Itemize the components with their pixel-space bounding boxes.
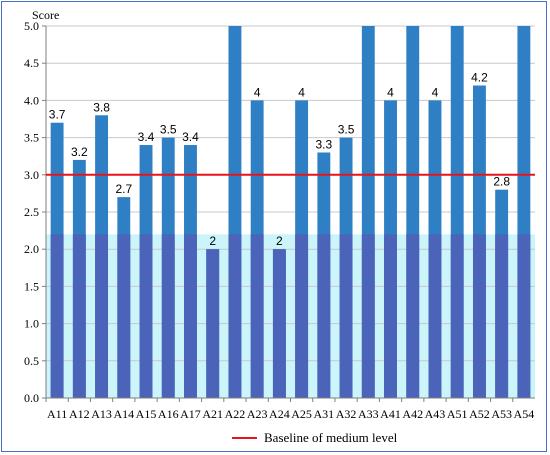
data-label: 2.8 — [493, 175, 510, 189]
bar-band-segment — [472, 234, 486, 398]
data-label: 3.8 — [93, 100, 110, 114]
x-tick-label: A17 — [180, 407, 201, 421]
data-label: 4 — [298, 85, 305, 99]
bar-band-segment — [295, 234, 309, 398]
bar-band-segment — [361, 234, 375, 398]
data-labels: 3.7 3.2 3.8 2.7 3.4 3.5 3.4 2 4 2 4 3.3 3.5 4 4 4.2 2.8 — [46, 71, 535, 248]
data-label: 4 — [387, 85, 394, 99]
legend-baseline-label: Baseline of medium level — [264, 430, 398, 445]
bar-band-segment — [72, 234, 86, 398]
bar-band-segment — [206, 249, 220, 398]
bar-band-segment — [117, 234, 131, 398]
x-tick-label: A15 — [136, 407, 157, 421]
x-tick-label: A41 — [380, 407, 401, 421]
data-label: 3.7 — [49, 108, 66, 122]
x-tick-label: A13 — [91, 407, 112, 421]
y-tick-label: 2.0 — [24, 242, 39, 256]
y-tick-label: 5.0 — [24, 19, 39, 33]
bar-band-segment — [317, 234, 331, 398]
x-tick-label: A42 — [402, 407, 423, 421]
data-label: 4 — [254, 85, 261, 99]
x-tick-label: A11 — [47, 407, 67, 421]
data-label: 2 — [276, 234, 283, 248]
data-label: 2.7 — [115, 182, 132, 196]
data-label: 4.2 — [471, 71, 488, 85]
bar-band-segment — [139, 234, 153, 398]
bar-band-segment — [450, 234, 464, 398]
data-label: 3.2 — [71, 145, 88, 159]
bar-band-segment — [95, 234, 109, 398]
x-tick-label: A24 — [269, 407, 290, 421]
y-tick-label: 4.0 — [24, 93, 39, 107]
bar-band-segment — [272, 249, 286, 398]
legend: Baseline of medium level — [232, 430, 398, 445]
bar-band-segment — [406, 234, 420, 398]
x-tick-label: A33 — [358, 407, 379, 421]
bar-band-segment — [495, 234, 509, 398]
data-label: 4 — [432, 85, 439, 99]
bar-band-segment — [161, 234, 175, 398]
bar-band-segment — [228, 234, 242, 398]
x-tick-label: A23 — [247, 407, 268, 421]
x-tick-label: A12 — [69, 407, 90, 421]
x-tick-label: A51 — [447, 407, 468, 421]
x-tick-label: A14 — [113, 407, 134, 421]
x-tick-label: A32 — [336, 407, 357, 421]
x-tick-label: A31 — [314, 407, 335, 421]
x-tick-label: A52 — [469, 407, 490, 421]
y-tick-label: 3.0 — [24, 168, 39, 182]
y-axis-label: Score — [32, 8, 59, 22]
data-label: 2 — [209, 234, 216, 248]
data-label: 3.4 — [138, 130, 155, 144]
bar-band-segment — [428, 234, 442, 398]
x-tick-label: A21 — [202, 407, 223, 421]
x-tick-label: A22 — [225, 407, 246, 421]
x-tick-label: A54 — [514, 407, 535, 421]
bar-band-segment — [184, 234, 197, 398]
x-tick-label: A16 — [158, 407, 179, 421]
x-tick-label: A43 — [425, 407, 446, 421]
x-tick-label: A53 — [491, 407, 512, 421]
bar-band-segment — [339, 234, 353, 398]
y-tick-label: 1.5 — [24, 279, 39, 293]
bar-band-segment — [50, 234, 64, 398]
y-tick-label: 2.5 — [24, 205, 39, 219]
y-tick-label: 4.5 — [24, 56, 39, 70]
y-tick-label: 1.0 — [24, 317, 39, 331]
y-tick-label: 3.5 — [24, 131, 39, 145]
y-tick-label: 0.0 — [24, 391, 39, 405]
bar-band-segment — [384, 234, 397, 398]
data-label: 3.3 — [315, 137, 332, 151]
bar-band-segment — [517, 234, 531, 398]
data-label: 3.4 — [182, 130, 199, 144]
bar-band-segment — [250, 234, 264, 398]
data-label: 3.5 — [338, 123, 355, 137]
data-label: 3.5 — [160, 123, 177, 137]
x-tick-label: A25 — [291, 407, 312, 421]
y-tick-label: 0.5 — [24, 354, 39, 368]
